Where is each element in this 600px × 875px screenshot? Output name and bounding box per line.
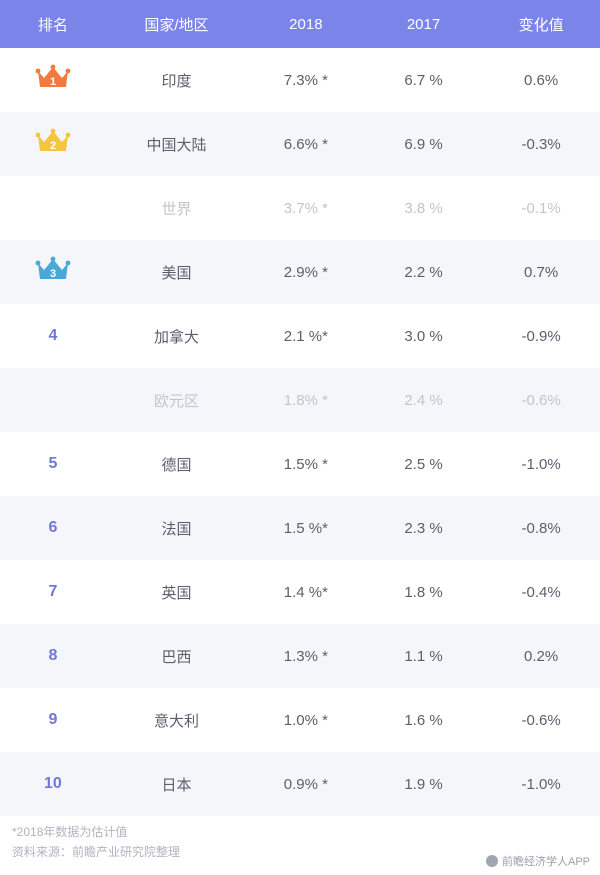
cell-rank: 7 bbox=[0, 583, 106, 601]
rank-number: 9 bbox=[48, 711, 57, 728]
cell-2017: 2.4 % bbox=[365, 392, 483, 409]
cell-2017: 1.8 % bbox=[365, 584, 483, 601]
cell-region: 加拿大 bbox=[106, 326, 247, 347]
table-row: 7 英国1.4 %*1.8 %-0.4% bbox=[0, 560, 600, 624]
cell-rank: 10 bbox=[0, 775, 106, 793]
table-row: 9 意大利1.0% *1.6 %-0.6% bbox=[0, 688, 600, 752]
footnote-estimate: *2018年数据为估计值 bbox=[12, 822, 588, 842]
cell-region: 英国 bbox=[106, 582, 247, 603]
table-row: 1 印度7.3% *6.7 %0.6% bbox=[0, 48, 600, 112]
cell-region: 德国 bbox=[106, 454, 247, 475]
attribution: 前瞻经济学人APP bbox=[486, 853, 590, 869]
col-delta: 变化值 bbox=[482, 14, 600, 35]
svg-text:2: 2 bbox=[50, 140, 56, 152]
table-row: 10 日本0.9% *1.9 %-1.0% bbox=[0, 752, 600, 816]
rank-number: 7 bbox=[48, 583, 57, 600]
cell-region: 日本 bbox=[106, 774, 247, 795]
cell-delta: 0.2% bbox=[482, 648, 600, 665]
cell-delta: -0.9% bbox=[482, 328, 600, 345]
cell-2018: 2.1 %* bbox=[247, 328, 365, 345]
cell-2017: 6.7 % bbox=[365, 72, 483, 89]
cell-2018: 2.9% * bbox=[247, 264, 365, 281]
cell-region: 法国 bbox=[106, 518, 247, 539]
table-header: 排名 国家/地区 2018 2017 变化值 bbox=[0, 0, 600, 48]
rank-number: 6 bbox=[48, 519, 57, 536]
svg-text:3: 3 bbox=[50, 268, 56, 280]
svg-text:1: 1 bbox=[50, 76, 56, 88]
col-2017: 2017 bbox=[365, 16, 483, 33]
rank-number: 10 bbox=[44, 775, 62, 792]
cell-2017: 3.0 % bbox=[365, 328, 483, 345]
cell-2018: 0.9% * bbox=[247, 776, 365, 793]
table-body: 1 印度7.3% *6.7 %0.6% 2 中国大陆6.6% *6.9 %-0.3% 世… bbox=[0, 48, 600, 816]
cell-2017: 1.1 % bbox=[365, 648, 483, 665]
cell-2018: 1.5% * bbox=[247, 456, 365, 473]
cell-2017: 2.3 % bbox=[365, 520, 483, 537]
cell-2017: 6.9 % bbox=[365, 136, 483, 153]
cell-2018: 1.8% * bbox=[247, 392, 365, 409]
crown-icon: 1 bbox=[35, 63, 71, 93]
table-row: 世界3.7% *3.8 %-0.1% bbox=[0, 176, 600, 240]
cell-2017: 3.8 % bbox=[365, 200, 483, 217]
cell-delta: -1.0% bbox=[482, 776, 600, 793]
cell-2018: 1.4 %* bbox=[247, 584, 365, 601]
table-row: 6 法国1.5 %*2.3 %-0.8% bbox=[0, 496, 600, 560]
cell-rank: 6 bbox=[0, 519, 106, 537]
cell-delta: 0.7% bbox=[482, 264, 600, 281]
col-rank: 排名 bbox=[0, 14, 106, 35]
cell-2018: 1.3% * bbox=[247, 648, 365, 665]
table-row: 欧元区1.8% *2.4 %-0.6% bbox=[0, 368, 600, 432]
cell-delta: -0.6% bbox=[482, 712, 600, 729]
cell-rank: 5 bbox=[0, 455, 106, 473]
rank-number: 8 bbox=[48, 647, 57, 664]
cell-delta: -0.8% bbox=[482, 520, 600, 537]
table-row: 5 德国1.5% *2.5 %-1.0% bbox=[0, 432, 600, 496]
cell-region: 巴西 bbox=[106, 646, 247, 667]
cell-rank: 8 bbox=[0, 647, 106, 665]
table-row: 3 美国2.9% *2.2 %0.7% bbox=[0, 240, 600, 304]
cell-2018: 7.3% * bbox=[247, 72, 365, 89]
cell-2018: 1.5 %* bbox=[247, 520, 365, 537]
ranking-table: 排名 国家/地区 2018 2017 变化值 1 印度7.3% *6.7 %0.6… bbox=[0, 0, 600, 816]
attribution-icon bbox=[486, 855, 498, 867]
cell-2017: 2.2 % bbox=[365, 264, 483, 281]
cell-region: 美国 bbox=[106, 262, 247, 283]
cell-2018: 1.0% * bbox=[247, 712, 365, 729]
crown-icon: 3 bbox=[35, 255, 71, 285]
cell-rank: 1 bbox=[0, 63, 106, 97]
cell-delta: -0.1% bbox=[482, 200, 600, 217]
cell-2017: 1.9 % bbox=[365, 776, 483, 793]
cell-delta: 0.6% bbox=[482, 72, 600, 89]
table-row: 2 中国大陆6.6% *6.9 %-0.3% bbox=[0, 112, 600, 176]
cell-region: 中国大陆 bbox=[106, 134, 247, 155]
cell-2017: 1.6 % bbox=[365, 712, 483, 729]
cell-region: 世界 bbox=[106, 198, 247, 219]
cell-2018: 3.7% * bbox=[247, 200, 365, 217]
cell-delta: -0.3% bbox=[482, 136, 600, 153]
cell-2017: 2.5 % bbox=[365, 456, 483, 473]
cell-region: 印度 bbox=[106, 70, 247, 91]
cell-delta: -0.4% bbox=[482, 584, 600, 601]
rank-number: 4 bbox=[48, 327, 57, 344]
attribution-text: 前瞻经济学人APP bbox=[502, 853, 590, 869]
cell-rank: 3 bbox=[0, 255, 106, 289]
cell-rank: 4 bbox=[0, 327, 106, 345]
col-2018: 2018 bbox=[247, 16, 365, 33]
cell-2018: 6.6% * bbox=[247, 136, 365, 153]
cell-region: 欧元区 bbox=[106, 390, 247, 411]
col-region: 国家/地区 bbox=[106, 14, 247, 35]
cell-delta: -1.0% bbox=[482, 456, 600, 473]
crown-icon: 2 bbox=[35, 127, 71, 157]
cell-delta: -0.6% bbox=[482, 392, 600, 409]
table-row: 4 加拿大2.1 %*3.0 %-0.9% bbox=[0, 304, 600, 368]
cell-rank: 2 bbox=[0, 127, 106, 161]
cell-region: 意大利 bbox=[106, 710, 247, 731]
rank-number: 5 bbox=[48, 455, 57, 472]
cell-rank: 9 bbox=[0, 711, 106, 729]
table-row: 8 巴西1.3% *1.1 %0.2% bbox=[0, 624, 600, 688]
